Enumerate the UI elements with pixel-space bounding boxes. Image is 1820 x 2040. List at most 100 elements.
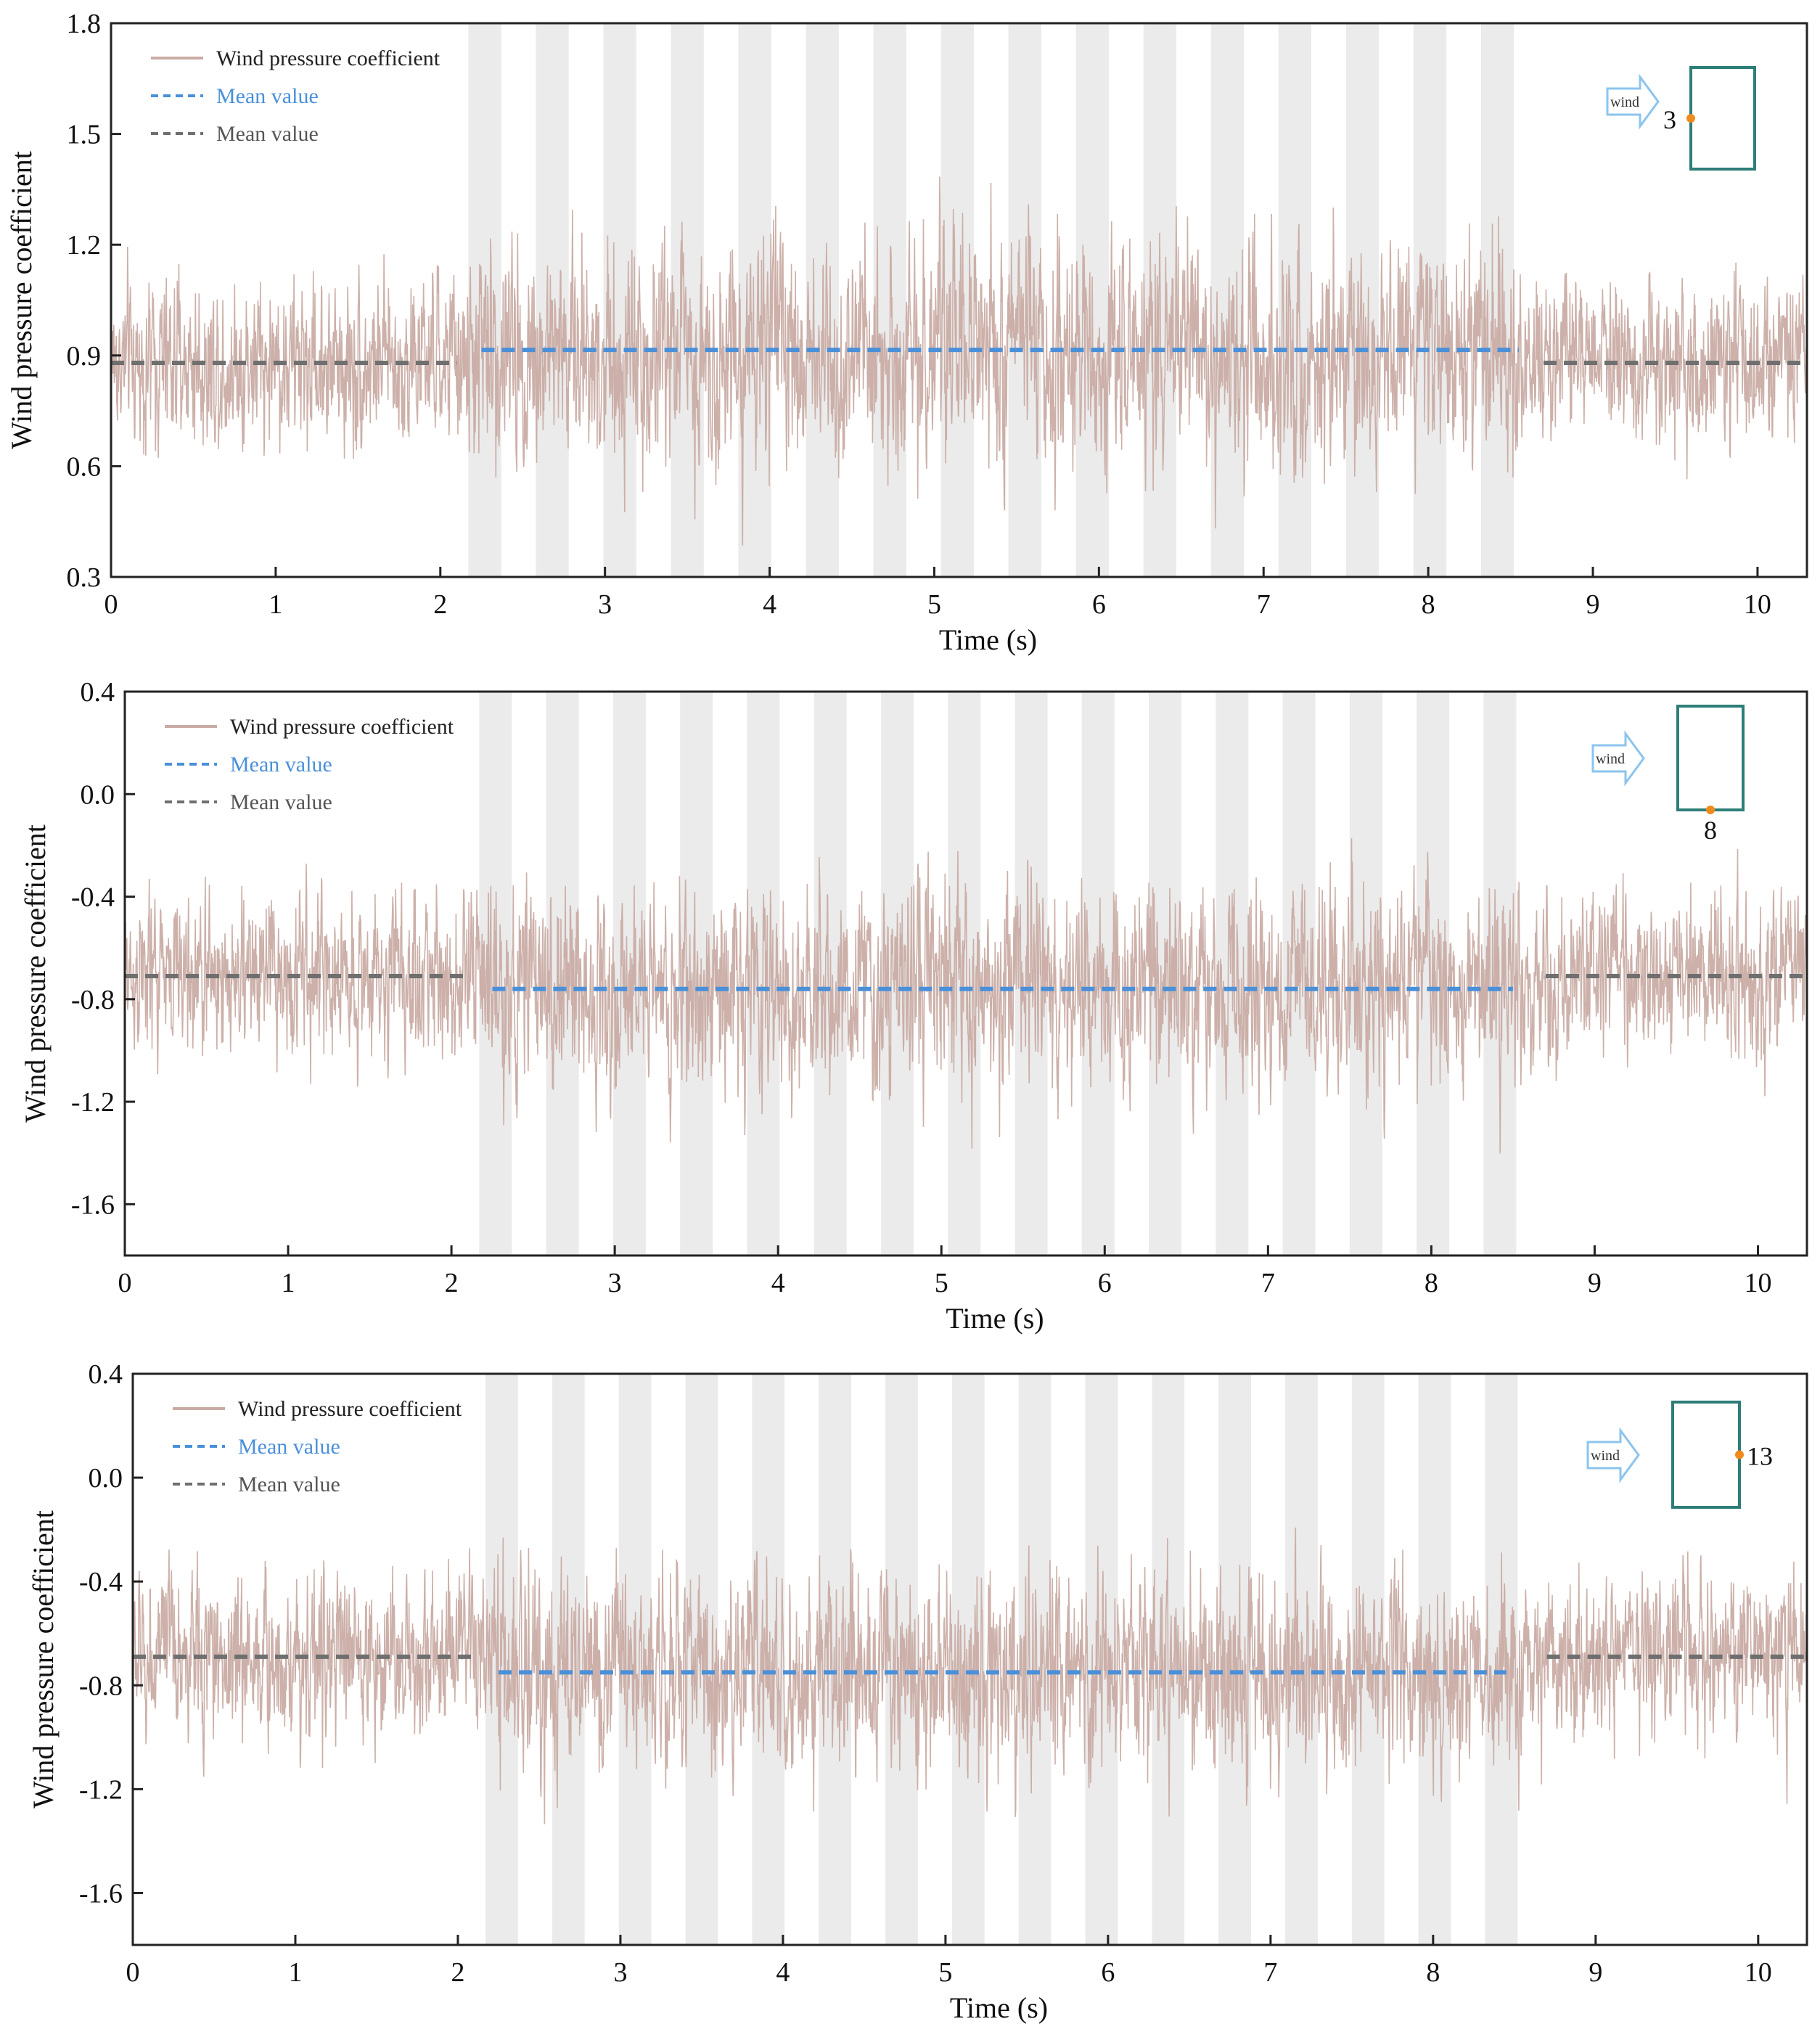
pressure-tap-label: 3 <box>1663 105 1676 134</box>
x-tick-label: 1 <box>282 1268 295 1298</box>
y-tick-label: 1.2 <box>67 230 102 261</box>
x-tick-label: 6 <box>1098 1268 1112 1298</box>
shaded-band-1 <box>536 23 569 577</box>
wind-arrow-icon <box>1606 73 1660 130</box>
x-tick-label: 2 <box>445 1268 459 1298</box>
x-tick-label: 0 <box>118 1268 132 1298</box>
x-tick-label: 7 <box>1263 1957 1277 1988</box>
y-tick-label: -0.8 <box>79 1671 123 1701</box>
shaded-band-4 <box>738 23 771 577</box>
building-inset: wind 8 <box>1591 705 1745 845</box>
pressure-tap-marker <box>1735 1450 1744 1459</box>
x-tick-label: 2 <box>433 589 447 620</box>
x-tick-label: 7 <box>1261 1268 1275 1298</box>
x-tick-label: 2 <box>451 1957 464 1988</box>
x-axis-label: Time (s) <box>939 623 1037 656</box>
y-tick-label: 0.6 <box>67 451 102 482</box>
y-tick-label: 0.3 <box>67 562 102 593</box>
x-tick-label: 0 <box>126 1957 140 1988</box>
wind-arrow-icon <box>1591 730 1645 787</box>
y-tick-label: 0.9 <box>67 341 102 372</box>
pressure-tap-marker <box>1706 806 1715 814</box>
x-tick-label: 5 <box>938 1957 952 1988</box>
signal-trace <box>110 176 1808 546</box>
x-axis-label: Time (s) <box>950 1991 1048 2024</box>
building-outline <box>1689 66 1756 171</box>
x-tick-label: 5 <box>935 1268 948 1298</box>
x-tick-label: 0 <box>104 589 118 620</box>
shaded-band-3 <box>671 23 704 577</box>
y-axis-label: Wind pressure coefficient <box>19 824 52 1123</box>
y-tick-label: -1.2 <box>71 1087 115 1118</box>
y-tick-label: -0.8 <box>71 985 115 1015</box>
plot-frame <box>131 1372 1808 1946</box>
x-tick-label: 8 <box>1425 1268 1438 1298</box>
y-tick-label: 1.8 <box>67 9 102 39</box>
plot-frame <box>110 22 1808 578</box>
x-tick-label: 4 <box>771 1268 785 1298</box>
x-tick-label: 5 <box>927 589 941 620</box>
legend-label-signal: Wind pressure coefficient <box>230 715 454 739</box>
pressure-tap-label: 8 <box>1704 816 1717 845</box>
x-tick-label: 10 <box>1745 1957 1772 1988</box>
shaded-band-15 <box>1480 23 1514 577</box>
x-tick-label: 9 <box>1588 1268 1602 1298</box>
x-tick-label: 8 <box>1422 589 1435 620</box>
wind-label: wind <box>1591 1448 1620 1464</box>
pressure-tap-label: 13 <box>1747 1442 1773 1471</box>
x-tick-label: 7 <box>1257 589 1271 620</box>
legend-label-mean_gray: Mean value <box>238 1472 340 1496</box>
x-tick-label: 10 <box>1744 1268 1771 1298</box>
chart-panel-top: 0 1 2 3 4 5 6 7 8 9 10 0.3 0.6 0.9 1.2 1.5 1.8 Time (s) Wi… <box>5 9 1808 656</box>
building-inset: wind 13 <box>1586 1401 1773 1509</box>
x-tick-label: 3 <box>598 589 612 620</box>
plot-frame <box>123 690 1808 1257</box>
x-tick-label: 10 <box>1744 589 1771 620</box>
wind-label: wind <box>1596 751 1625 767</box>
pressure-tap-marker <box>1686 114 1695 123</box>
legend-label-mean_gray: Mean value <box>230 790 332 814</box>
x-tick-label: 1 <box>269 589 282 620</box>
building-inset: wind 3 <box>1606 66 1756 171</box>
wind-arrow-icon <box>1586 1427 1640 1483</box>
x-tick-label: 3 <box>613 1957 627 1988</box>
shaded-band-9 <box>1085 1374 1118 1945</box>
y-tick-label: 0.4 <box>89 1359 123 1390</box>
wind-label: wind <box>1610 94 1639 110</box>
legend-label-mean_blue: Mean value <box>216 84 319 108</box>
shaded-band-7 <box>951 1374 985 1945</box>
legend-label-mean_blue: Mean value <box>238 1435 340 1459</box>
signal-trace <box>132 1527 1808 1824</box>
y-tick-label: 0.0 <box>89 1463 123 1494</box>
building-outline <box>1676 705 1745 811</box>
x-tick-label: 6 <box>1101 1957 1115 1988</box>
legend-label-signal: Wind pressure coefficient <box>238 1397 462 1421</box>
signal-trace <box>124 838 1808 1154</box>
building-outline <box>1671 1401 1741 1509</box>
chart-panel-middle: 0 1 2 3 4 5 6 7 8 9 10 0.4 0.0 -0.4 -0.8 -1.2 -1.6 Time (… <box>19 677 1808 1335</box>
y-tick-label: -1.6 <box>71 1189 115 1220</box>
y-tick-label: 1.5 <box>67 120 102 150</box>
legend-label-mean_blue: Mean value <box>230 753 332 777</box>
y-axis-label: Wind pressure coefficient <box>27 1510 60 1808</box>
chart-panel-bottom: 0 1 2 3 4 5 6 7 8 9 10 0.4 0.0 -0.4 -0.8 -1.2 -1.6 Time (… <box>27 1359 1808 2024</box>
y-tick-label: -0.4 <box>79 1567 123 1597</box>
x-tick-label: 9 <box>1586 589 1600 620</box>
x-tick-label: 4 <box>776 1957 790 1988</box>
y-tick-label: 0.4 <box>81 677 115 708</box>
y-axis-label: Wind pressure coefficient <box>5 151 38 449</box>
legend-label-mean_gray: Mean value <box>216 122 319 146</box>
x-tick-label: 8 <box>1426 1957 1440 1988</box>
x-axis-label: Time (s) <box>946 1302 1044 1335</box>
y-tick-label: -1.6 <box>79 1878 123 1909</box>
x-tick-label: 4 <box>763 589 776 620</box>
y-tick-label: 0.0 <box>81 779 115 810</box>
x-tick-label: 1 <box>288 1957 302 1988</box>
y-tick-label: -0.4 <box>71 882 115 913</box>
legend-label-signal: Wind pressure coefficient <box>216 46 440 70</box>
x-tick-label: 6 <box>1092 589 1106 620</box>
y-tick-label: -1.2 <box>79 1774 123 1805</box>
x-tick-label: 3 <box>608 1268 622 1298</box>
x-tick-label: 9 <box>1589 1957 1602 1988</box>
